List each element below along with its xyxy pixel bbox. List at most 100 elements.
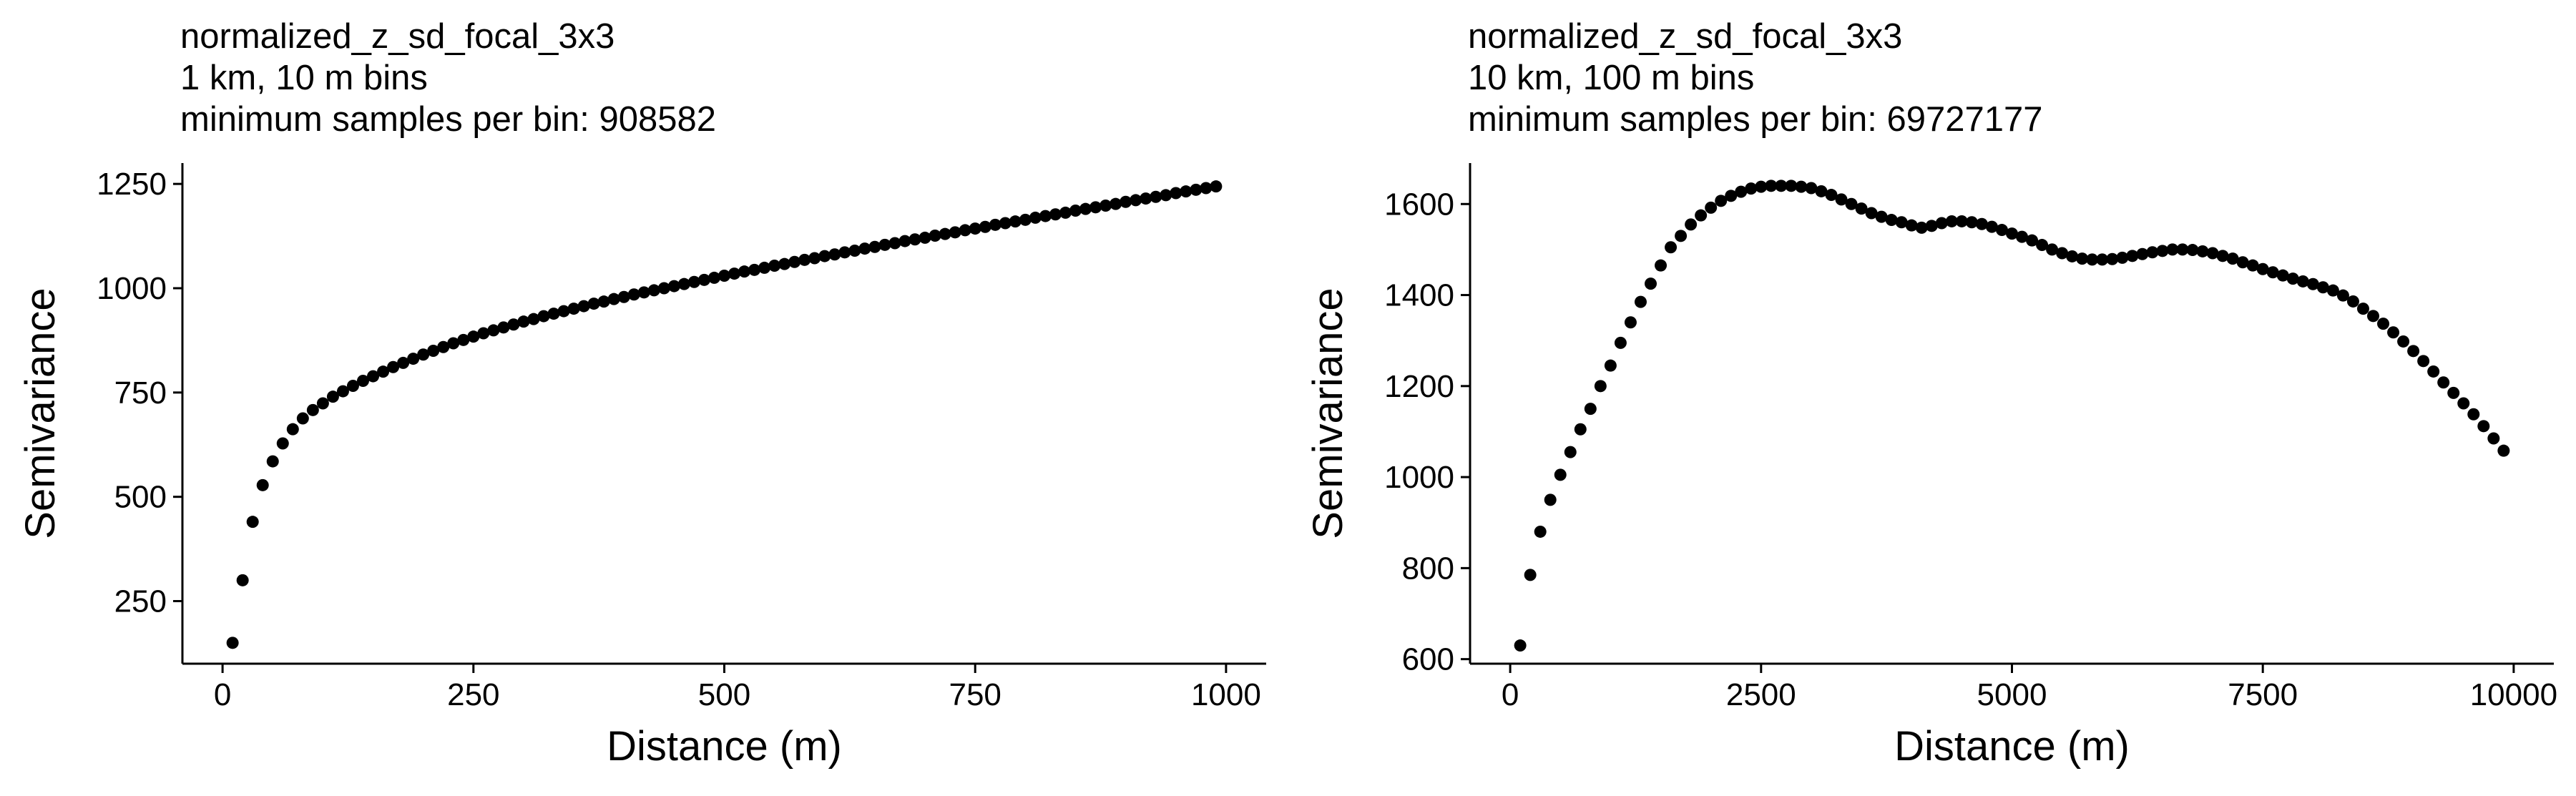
y-tick-label: 500 <box>114 480 167 515</box>
data-point <box>617 290 630 303</box>
data-point <box>2467 408 2480 421</box>
data-point <box>2056 247 2069 260</box>
data-point <box>587 298 600 310</box>
data-point <box>627 288 640 301</box>
data-point <box>2457 397 2470 410</box>
data-point <box>949 226 961 239</box>
data-point <box>306 403 319 416</box>
data-point <box>1995 224 2008 237</box>
x-axis-title: Distance (m) <box>1894 723 2130 770</box>
data-point <box>286 423 299 436</box>
data-point <box>2256 262 2269 275</box>
data-point <box>1725 190 1738 202</box>
data-point <box>647 284 660 297</box>
data-points <box>226 180 1223 649</box>
data-point <box>357 375 369 387</box>
data-point <box>2276 269 2289 282</box>
data-point <box>2316 281 2329 294</box>
y-tick-label: 250 <box>114 584 167 619</box>
data-point <box>808 252 821 265</box>
data-point <box>848 245 861 257</box>
data-point <box>1604 359 1617 372</box>
data-point <box>2146 246 2159 259</box>
data-point <box>1685 218 1698 231</box>
data-point <box>2076 252 2089 265</box>
data-point <box>2487 432 2500 445</box>
data-point <box>1594 380 1607 393</box>
data-point <box>1845 197 1858 210</box>
data-point <box>457 333 470 346</box>
data-point <box>939 227 951 240</box>
data-point <box>246 516 259 529</box>
data-point <box>2016 230 2029 243</box>
data-point <box>868 240 881 253</box>
data-point <box>878 238 891 251</box>
data-point <box>2356 303 2369 315</box>
data-point <box>768 260 781 272</box>
data-point <box>367 370 380 383</box>
data-point <box>778 257 791 270</box>
data-point <box>1815 185 1828 197</box>
data-point <box>657 282 670 295</box>
data-point <box>2296 275 2309 288</box>
data-point <box>1564 446 1577 458</box>
data-point <box>1039 210 1052 222</box>
chart-panel-right: normalized_z_sd_focal_3x3 10 km, 100 m b… <box>1288 0 2576 796</box>
data-point <box>2196 245 2209 257</box>
data-point <box>477 327 490 340</box>
data-point <box>2006 227 2018 240</box>
data-point <box>487 324 500 337</box>
data-point <box>2206 247 2219 260</box>
data-point <box>296 412 309 425</box>
data-point <box>1170 187 1182 200</box>
data-point <box>2036 239 2049 252</box>
data-point <box>999 217 1012 230</box>
data-point <box>447 337 460 350</box>
data-point <box>1915 221 1928 234</box>
data-point <box>1745 182 1758 195</box>
y-tick-label: 1000 <box>97 271 167 306</box>
data-point <box>1825 189 1838 202</box>
data-point <box>316 397 329 410</box>
data-point <box>1765 180 1778 192</box>
data-point <box>1190 183 1203 196</box>
data-point <box>1905 219 1918 232</box>
data-point <box>2096 253 2109 266</box>
data-point <box>2427 365 2440 378</box>
data-point <box>2377 318 2390 330</box>
data-point <box>1069 205 1082 217</box>
chart-panel-left: normalized_z_sd_focal_3x3 1 km, 10 m bin… <box>17 17 1266 770</box>
data-point <box>1200 182 1213 195</box>
data-point <box>1975 217 1988 230</box>
y-tick-label: 600 <box>1402 642 1454 677</box>
y-tick-label: 1000 <box>1384 460 1454 495</box>
data-point <box>1755 180 1768 193</box>
data-point <box>2066 250 2079 262</box>
data-point <box>2477 420 2490 433</box>
x-tick-label: 250 <box>447 677 499 712</box>
chart-subtitle: 10 km, 100 m bins <box>1468 59 1755 97</box>
data-point <box>828 248 841 261</box>
data-points <box>1514 180 2510 652</box>
data-point <box>1019 213 1032 226</box>
data-point <box>1785 180 1798 192</box>
data-point <box>1079 202 1092 215</box>
data-point <box>1029 211 1042 224</box>
data-point <box>2417 355 2430 368</box>
data-point <box>707 271 720 284</box>
data-point <box>1695 209 1708 222</box>
data-point <box>1524 569 1537 581</box>
data-point <box>1120 195 1132 208</box>
data-point <box>2346 295 2359 308</box>
x-tick-label: 1000 <box>1191 677 1261 712</box>
data-point <box>1675 230 1688 242</box>
data-point <box>2116 251 2129 264</box>
data-point <box>377 365 390 378</box>
data-point <box>497 321 510 334</box>
data-point <box>1775 180 1788 192</box>
data-point <box>276 437 289 450</box>
data-point <box>2336 289 2349 302</box>
data-point <box>346 380 359 392</box>
data-point <box>256 478 269 491</box>
data-point <box>909 233 921 246</box>
